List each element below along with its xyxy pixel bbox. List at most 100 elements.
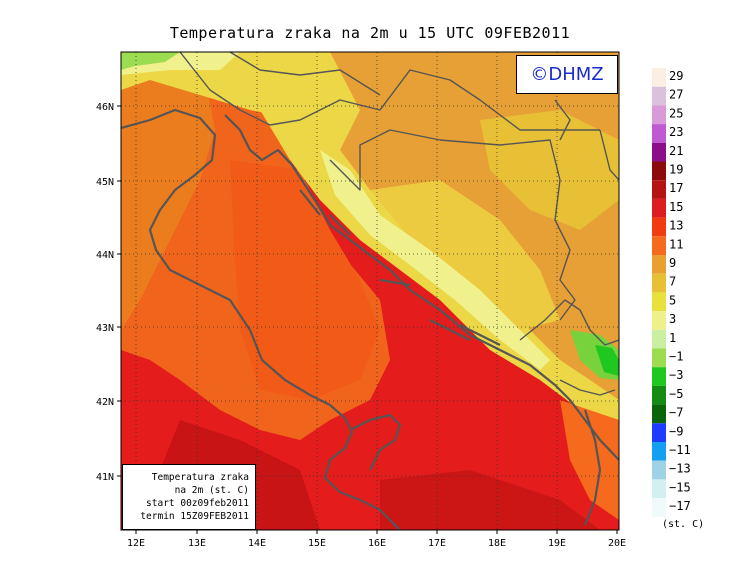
albania-amber-edge <box>560 400 619 520</box>
info-line-unit: na 2m (st. C) <box>174 485 249 496</box>
albania-border <box>559 379 616 396</box>
color-legend: 29 27 25 23 21 19 17 15 13 11 9 7 5 3 1 −1 −3 −5 −7 −9 −11 −1… <box>652 68 691 517</box>
legend-label: 29 <box>669 69 683 83</box>
legend-swatch <box>652 236 666 255</box>
lon-label: 20E <box>608 538 626 549</box>
lon-label: 14E <box>248 538 266 549</box>
legend-swatch <box>652 292 666 312</box>
lon-label: 19E <box>548 538 566 549</box>
legend-swatch <box>652 329 666 349</box>
legend-label: −11 <box>669 443 691 457</box>
lat-label: 44N <box>96 250 114 261</box>
croatia-hungary-border <box>299 69 600 131</box>
legend-label: 7 <box>669 275 676 289</box>
legend-swatch <box>652 217 666 237</box>
legend-label: −5 <box>669 387 683 401</box>
legend-swatch <box>652 442 666 461</box>
legend-swatch <box>652 161 666 181</box>
info-line-start: start 00z09feb2011 <box>146 498 249 509</box>
legend-swatch <box>652 180 666 199</box>
legend-label: 27 <box>669 88 683 102</box>
legend-swatch <box>652 498 666 517</box>
legend-label: 5 <box>669 293 676 307</box>
legend-swatch <box>652 198 666 218</box>
info-line-termin: termin 15Z09FEB2011 <box>140 511 249 522</box>
info-box: Temperatura zraka na 2m (st. C) start 00… <box>122 464 256 530</box>
legend-swatch <box>652 105 666 125</box>
legend-label: 1 <box>669 331 676 345</box>
istria-coast <box>224 114 619 461</box>
info-line-variable: Temperatura zraka <box>151 472 249 483</box>
legend-label: −1 <box>669 350 683 364</box>
grid-lines <box>121 52 619 530</box>
legend-swatch <box>652 423 666 442</box>
legend-swatch <box>652 273 666 293</box>
montenegro-border <box>519 299 619 346</box>
legend-label: −3 <box>669 368 683 382</box>
austria-border <box>229 52 381 96</box>
legend-label: −17 <box>669 499 691 513</box>
map-frame <box>120 51 620 531</box>
dhmz-logo: ©DHMZ <box>516 55 618 94</box>
borders <box>179 52 619 396</box>
lon-label: 13E <box>188 538 206 549</box>
legend-label: −15 <box>669 480 691 494</box>
legend-swatch <box>652 479 666 499</box>
legend-label: −7 <box>669 406 683 420</box>
legend-label: −9 <box>669 424 683 438</box>
legend-swatch <box>652 348 666 368</box>
lon-label: 12E <box>127 538 145 549</box>
italy-coastline <box>121 108 401 530</box>
legend-swatch <box>652 404 666 424</box>
map-title: Temperatura zraka na 2m u 15 UTC 09FEB20… <box>169 24 571 42</box>
lon-label: 17E <box>428 538 446 549</box>
legend-label: 9 <box>669 256 676 270</box>
tick-marks <box>117 105 618 534</box>
legend-swatch <box>652 142 666 162</box>
legend-label: −13 <box>669 462 691 476</box>
legend-label: 3 <box>669 312 676 326</box>
albania-coast <box>583 409 602 526</box>
legend-unit: (st. C) <box>662 519 704 530</box>
bosnia-yellow-region <box>370 180 560 330</box>
legend-label: 11 <box>669 237 683 251</box>
legend-label: 17 <box>669 181 683 195</box>
legend-swatch <box>652 311 666 330</box>
slovenia-border <box>179 52 301 126</box>
legend-swatch <box>652 124 666 143</box>
legend-label: 21 <box>669 144 683 158</box>
lon-label: 15E <box>308 538 326 549</box>
montenegro-dark-green <box>595 345 619 376</box>
lat-label: 45N <box>96 177 114 188</box>
map-area <box>121 52 619 530</box>
highland-light-band <box>320 150 550 370</box>
lon-label: 18E <box>488 538 506 549</box>
legend-swatch <box>652 86 666 106</box>
lon-label: 16E <box>368 538 386 549</box>
lat-label: 46N <box>96 102 114 113</box>
gargano-coast <box>349 413 402 471</box>
lat-labels: 46N 45N 44N 43N 42N 41N <box>96 102 114 483</box>
lon-labels: 12E 13E 14E 15E 16E 17E 18E 19E 20E <box>127 538 626 549</box>
legend-swatch <box>652 255 666 274</box>
coastlines <box>121 108 619 530</box>
legend-label: 13 <box>669 219 683 233</box>
legend-label: 19 <box>669 163 683 177</box>
bosnia-border <box>329 129 576 321</box>
sea-dark-patch-east <box>380 470 600 530</box>
dinaric-yellow-band <box>250 52 619 430</box>
legend-swatch <box>652 367 666 386</box>
legend-label: 23 <box>669 125 683 139</box>
legend-swatch <box>652 385 666 405</box>
serbia-border <box>554 99 619 181</box>
adriatic-sea-orange <box>230 160 380 400</box>
lat-label: 43N <box>96 323 114 334</box>
east-yellow-patch <box>480 110 619 230</box>
legend-label: 25 <box>669 106 683 120</box>
dalmatian-islands <box>299 189 501 346</box>
lat-label: 42N <box>96 397 114 408</box>
legend-label: 15 <box>669 200 683 214</box>
legend-swatch <box>652 460 666 480</box>
lat-label: 41N <box>96 472 114 483</box>
